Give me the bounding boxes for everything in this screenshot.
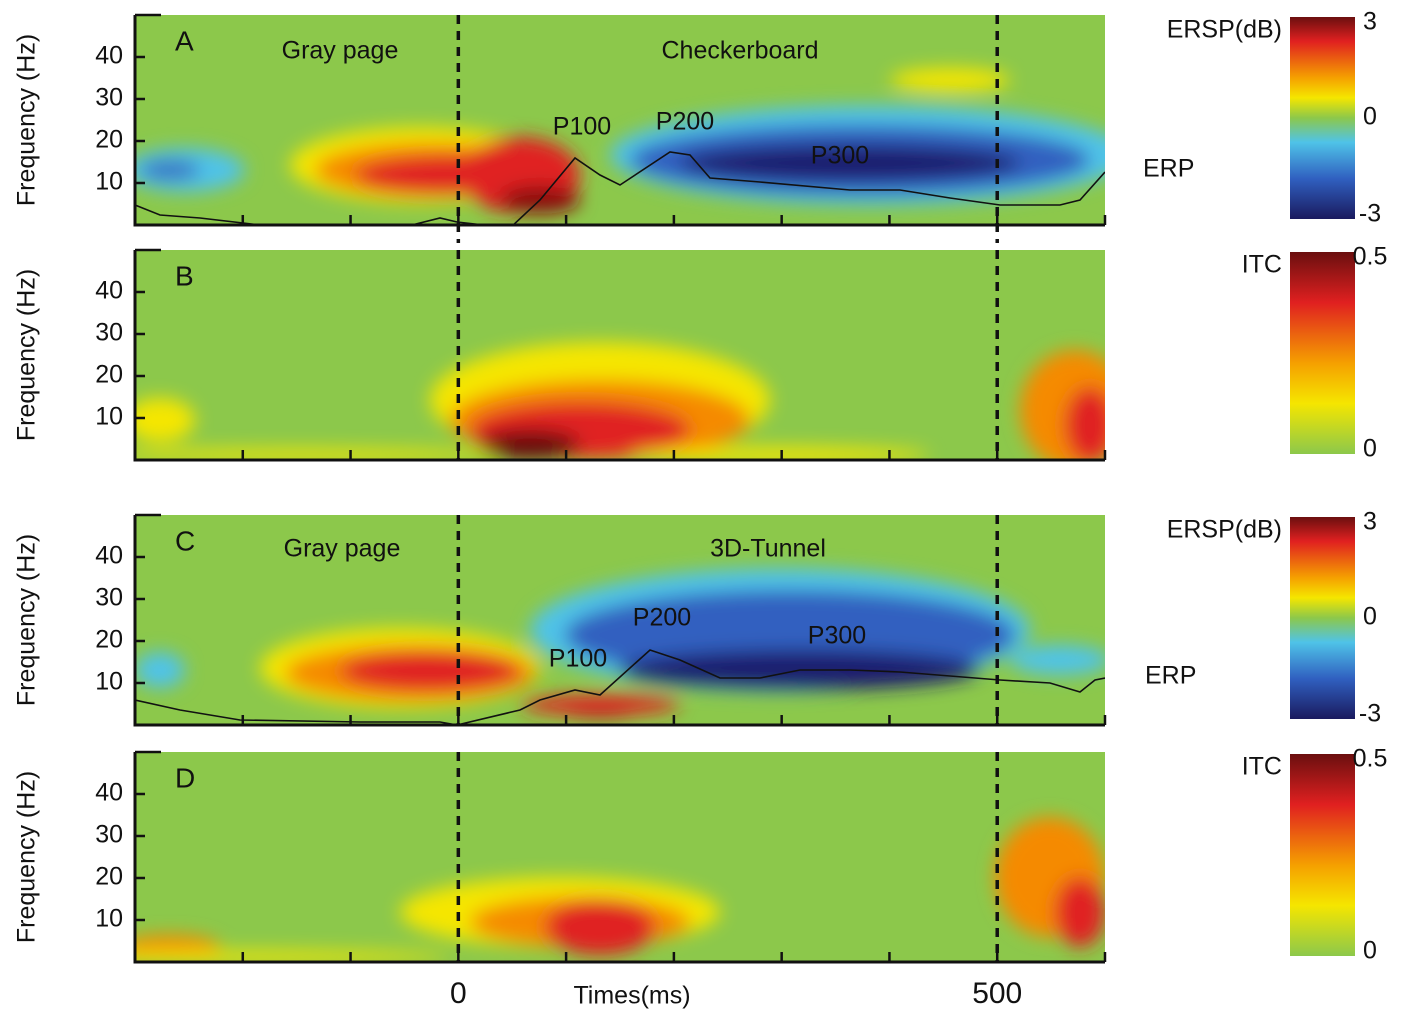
heatmap (135, 15, 1105, 225)
y-tick-label: 20 (95, 126, 123, 154)
heat-blobs (135, 68, 1105, 214)
heat-blob (340, 651, 520, 691)
y-tick-label: 40 (95, 779, 123, 807)
y-tick-label: 20 (95, 626, 123, 654)
colorbar-tick-label: -3 (1359, 200, 1381, 228)
heat-blob (1065, 387, 1105, 460)
y-tick-label: 40 (95, 277, 123, 305)
y-tick-label: 10 (95, 668, 123, 696)
heat-blob (140, 160, 200, 180)
y-axis-label: Frequency (Hz) (13, 269, 41, 441)
heat-blob (1010, 645, 1105, 675)
heat-blob (890, 68, 1010, 92)
y-tick-label: 40 (95, 42, 123, 70)
annotation: P300 (811, 142, 869, 170)
heat-blob (1055, 877, 1105, 947)
annotation: P200 (633, 604, 691, 632)
heatmap (135, 515, 1105, 725)
colorbar (1290, 17, 1355, 219)
annotation: ERP (1143, 155, 1194, 183)
colorbar-tick-label: 3 (1363, 8, 1377, 36)
colorbar (1290, 252, 1355, 454)
colorbar-tick-label: 0 (1363, 103, 1377, 131)
annotation: Gray page (284, 535, 401, 563)
colorbar-tick-label: -3 (1359, 700, 1381, 728)
colorbar-label: ERSP(dB) (1167, 516, 1282, 544)
y-tick-label: 20 (95, 863, 123, 891)
colorbar-tick-label: 0 (1363, 435, 1377, 463)
x-tick-label: 0 (450, 977, 467, 1010)
colorbar (1290, 754, 1355, 956)
heat-blob (135, 449, 500, 460)
colorbar (1290, 517, 1355, 719)
heatmap (135, 752, 1105, 962)
heat-blob (135, 951, 450, 962)
annotation: P300 (808, 622, 866, 650)
y-tick-label: 40 (95, 542, 123, 570)
colorbar-label: ITC (1242, 753, 1282, 781)
heat-blob (630, 447, 930, 460)
y-axis-label: Frequency (Hz) (13, 771, 41, 943)
annotation: P100 (553, 113, 611, 141)
heat-blobs (135, 568, 1105, 718)
colorbar-tick-label: 0.5 (1353, 243, 1388, 271)
heat-blob (520, 695, 680, 715)
panel-letter: D (175, 762, 195, 793)
panel-letter: B (175, 260, 194, 291)
heat-blob (135, 398, 195, 442)
annotation: 3D-Tunnel (710, 535, 826, 563)
y-tick-label: 10 (95, 168, 123, 196)
y-axis-label: Frequency (Hz) (13, 34, 41, 206)
colorbar-tick-label: 3 (1363, 508, 1377, 536)
colorbar-tick-label: 0.5 (1353, 745, 1388, 773)
colorbar-label: ERSP(dB) (1167, 16, 1282, 44)
colorbar-tick-label: 0 (1363, 937, 1377, 965)
colorbar-tick-label: 0 (1363, 603, 1377, 631)
colorbar-label: ITC (1242, 251, 1282, 279)
heat-blobs (135, 817, 1105, 962)
y-tick-label: 30 (95, 319, 123, 347)
panel-letter: C (175, 525, 195, 556)
x-tick-label: 500 (972, 977, 1022, 1010)
heat-blob (680, 145, 1020, 181)
y-axis-label: Frequency (Hz) (13, 534, 41, 706)
annotation: Gray page (282, 37, 399, 65)
y-tick-label: 30 (95, 584, 123, 612)
erp-trace (135, 649, 1105, 725)
annotation: Checkerboard (661, 37, 818, 65)
y-tick-label: 30 (95, 84, 123, 112)
y-tick-label: 10 (95, 905, 123, 933)
heat-blob (545, 899, 655, 955)
erp-trace (135, 151, 1105, 225)
x-axis-label: Times(ms) (573, 982, 690, 1010)
heat-blobs (135, 342, 1105, 460)
annotation: ERP (1145, 662, 1196, 690)
y-tick-label: 30 (95, 821, 123, 849)
y-tick-label: 20 (95, 361, 123, 389)
heat-blob (135, 652, 185, 688)
heat-blob (480, 430, 580, 460)
annotation: P100 (549, 645, 607, 673)
heatmap (135, 250, 1105, 460)
annotation: P200 (656, 108, 714, 136)
y-tick-label: 10 (95, 403, 123, 431)
panel-letter: A (175, 25, 194, 56)
